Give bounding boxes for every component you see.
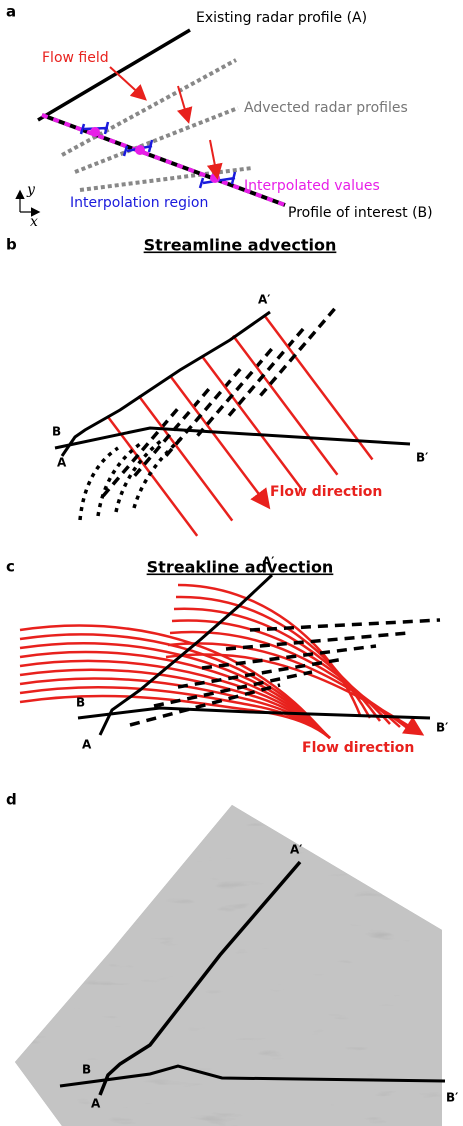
panel-label: d bbox=[6, 791, 17, 809]
flow-lines bbox=[80, 306, 372, 536]
label-b: B bbox=[76, 696, 85, 710]
interpolation-region-label: Interpolation region bbox=[70, 195, 208, 211]
panel-label: a bbox=[6, 3, 16, 21]
advected-profiles bbox=[62, 60, 252, 190]
interpolated-values-label: Interpolated values bbox=[244, 178, 380, 194]
streamline bbox=[202, 356, 303, 490]
panel-title: Streamline advection bbox=[144, 236, 337, 255]
panel-label: b bbox=[6, 236, 17, 254]
advected-profile bbox=[80, 448, 118, 520]
axis-y: y bbox=[26, 182, 36, 198]
panel-b: b Streamline advection A′ B A B′ Flow di… bbox=[6, 236, 428, 536]
advected-profile bbox=[250, 620, 440, 630]
profile-of-interest-label: Profile of interest (B) bbox=[288, 205, 433, 221]
label-a-prime: A′ bbox=[258, 293, 270, 307]
existing-profile-label: Existing radar profile (A) bbox=[196, 10, 367, 26]
page: a Existing radar profile (A) Advected ra… bbox=[0, 0, 463, 1126]
flow-direction-label: Flow direction bbox=[302, 740, 414, 756]
panel-label: c bbox=[6, 558, 15, 576]
flow-field-label: Flow field bbox=[42, 50, 109, 66]
figure: a Existing radar profile (A) Advected ra… bbox=[0, 0, 463, 1126]
label-b-prime: B′ bbox=[416, 451, 428, 465]
label-a-prime: A′ bbox=[290, 843, 302, 857]
streamline bbox=[233, 336, 337, 475]
label-a: A bbox=[91, 1097, 101, 1111]
panel-title: Streakline advection bbox=[147, 558, 334, 577]
label-a: A bbox=[82, 738, 92, 752]
existing-profile-line bbox=[38, 30, 190, 120]
label-b-prime: B′ bbox=[446, 1091, 458, 1105]
advected-profiles-label: Advected radar profiles bbox=[244, 100, 408, 116]
label-b-prime: B′ bbox=[436, 721, 448, 735]
label-b: B bbox=[52, 425, 61, 439]
label-a-prime: A′ bbox=[262, 555, 274, 569]
flow-direction-label: Flow direction bbox=[270, 484, 382, 500]
panel-c: c Streakline advection A′ B A B′ Flow di… bbox=[6, 555, 448, 757]
label-b: B bbox=[82, 1063, 91, 1077]
panel-d: d A′ B A B′ bbox=[0, 791, 463, 1126]
panel-a: a Existing radar profile (A) Advected ra… bbox=[6, 3, 433, 231]
axis-x: x bbox=[30, 214, 38, 230]
label-a: A bbox=[57, 456, 67, 470]
